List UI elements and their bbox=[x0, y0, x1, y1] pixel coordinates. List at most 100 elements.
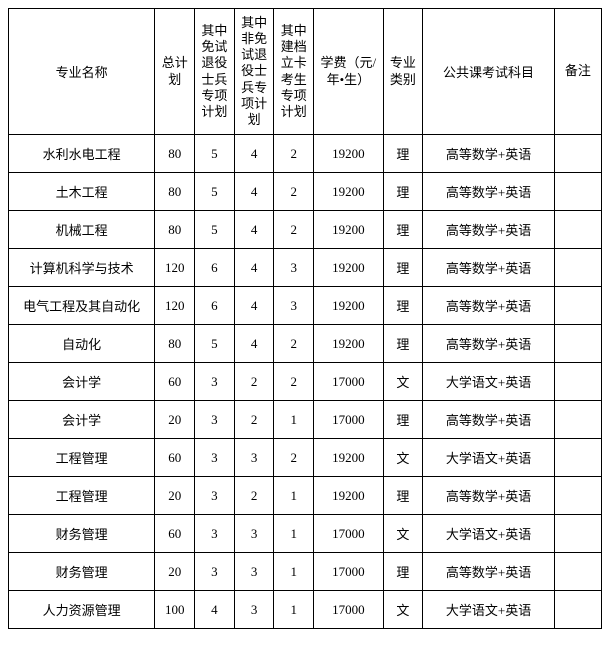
cell-sp1: 3 bbox=[195, 553, 235, 591]
cell-fee: 19200 bbox=[314, 477, 383, 515]
cell-note bbox=[554, 287, 601, 325]
cell-total: 80 bbox=[155, 211, 195, 249]
cell-major: 会计学 bbox=[9, 363, 155, 401]
cell-exam: 大学语文+英语 bbox=[423, 591, 555, 629]
cell-major: 电气工程及其自动化 bbox=[9, 287, 155, 325]
cell-cat: 理 bbox=[383, 553, 423, 591]
header-label: 学费（元/年•生） bbox=[315, 55, 381, 88]
table-row: 会计学6032217000文大学语文+英语 bbox=[9, 363, 602, 401]
cell-cat: 理 bbox=[383, 287, 423, 325]
cell-fee: 19200 bbox=[314, 173, 383, 211]
cell-sp2: 4 bbox=[234, 173, 274, 211]
cell-fee: 17000 bbox=[314, 591, 383, 629]
cell-sp2: 2 bbox=[234, 477, 274, 515]
cell-sp1: 3 bbox=[195, 515, 235, 553]
cell-note bbox=[554, 211, 601, 249]
cell-fee: 19200 bbox=[314, 439, 383, 477]
cell-sp2: 3 bbox=[234, 553, 274, 591]
cell-sp3: 2 bbox=[274, 363, 314, 401]
cell-major: 工程管理 bbox=[9, 477, 155, 515]
col-header-note: 备注 bbox=[554, 9, 601, 135]
table-header: 专业名称 总计划 其中免试退役士兵专项计划 其中非免试退役士兵专项计划 其中建档… bbox=[9, 9, 602, 135]
cell-fee: 17000 bbox=[314, 553, 383, 591]
cell-major: 土木工程 bbox=[9, 173, 155, 211]
cell-cat: 理 bbox=[383, 173, 423, 211]
cell-sp1: 3 bbox=[195, 439, 235, 477]
cell-sp3: 1 bbox=[274, 515, 314, 553]
cell-sp3: 1 bbox=[274, 477, 314, 515]
cell-sp3: 3 bbox=[274, 287, 314, 325]
cell-major: 自动化 bbox=[9, 325, 155, 363]
cell-major: 人力资源管理 bbox=[9, 591, 155, 629]
table-row: 自动化8054219200理高等数学+英语 bbox=[9, 325, 602, 363]
cell-sp2: 4 bbox=[234, 249, 274, 287]
cell-total: 80 bbox=[155, 325, 195, 363]
cell-sp2: 3 bbox=[234, 591, 274, 629]
cell-major: 水利水电工程 bbox=[9, 135, 155, 173]
table-row: 电气工程及其自动化12064319200理高等数学+英语 bbox=[9, 287, 602, 325]
cell-sp3: 3 bbox=[274, 249, 314, 287]
cell-total: 100 bbox=[155, 591, 195, 629]
col-header-sp2: 其中非免试退役士兵专项计划 bbox=[234, 9, 274, 135]
cell-note bbox=[554, 515, 601, 553]
cell-sp1: 4 bbox=[195, 591, 235, 629]
cell-cat: 理 bbox=[383, 401, 423, 439]
cell-sp2: 2 bbox=[234, 401, 274, 439]
cell-note bbox=[554, 591, 601, 629]
cell-exam: 高等数学+英语 bbox=[423, 249, 555, 287]
cell-sp2: 3 bbox=[234, 515, 274, 553]
cell-cat: 文 bbox=[383, 515, 423, 553]
cell-sp3: 1 bbox=[274, 553, 314, 591]
cell-note bbox=[554, 477, 601, 515]
cell-note bbox=[554, 325, 601, 363]
cell-note bbox=[554, 553, 601, 591]
cell-sp1: 6 bbox=[195, 287, 235, 325]
table-row: 人力资源管理10043117000文大学语文+英语 bbox=[9, 591, 602, 629]
cell-exam: 高等数学+英语 bbox=[423, 287, 555, 325]
cell-major: 计算机科学与技术 bbox=[9, 249, 155, 287]
cell-major: 会计学 bbox=[9, 401, 155, 439]
table-row: 土木工程8054219200理高等数学+英语 bbox=[9, 173, 602, 211]
cell-exam: 高等数学+英语 bbox=[423, 477, 555, 515]
cell-major: 机械工程 bbox=[9, 211, 155, 249]
cell-exam: 高等数学+英语 bbox=[423, 173, 555, 211]
cell-sp1: 5 bbox=[195, 173, 235, 211]
cell-fee: 17000 bbox=[314, 401, 383, 439]
cell-sp3: 1 bbox=[274, 401, 314, 439]
cell-fee: 17000 bbox=[314, 363, 383, 401]
cell-exam: 高等数学+英语 bbox=[423, 135, 555, 173]
cell-sp3: 2 bbox=[274, 325, 314, 363]
cell-note bbox=[554, 439, 601, 477]
enrollment-table: 专业名称 总计划 其中免试退役士兵专项计划 其中非免试退役士兵专项计划 其中建档… bbox=[8, 8, 602, 629]
header-label: 备注 bbox=[565, 63, 591, 79]
header-label: 专业类别 bbox=[385, 55, 422, 88]
header-label: 其中免试退役士兵专项计划 bbox=[196, 23, 233, 121]
cell-fee: 19200 bbox=[314, 211, 383, 249]
cell-exam: 大学语文+英语 bbox=[423, 363, 555, 401]
table-row: 财务管理6033117000文大学语文+英语 bbox=[9, 515, 602, 553]
cell-total: 60 bbox=[155, 439, 195, 477]
table-row: 工程管理6033219200文大学语文+英语 bbox=[9, 439, 602, 477]
cell-fee: 19200 bbox=[314, 249, 383, 287]
cell-sp2: 2 bbox=[234, 363, 274, 401]
cell-sp3: 1 bbox=[274, 591, 314, 629]
cell-major: 工程管理 bbox=[9, 439, 155, 477]
header-label: 其中建档立卡考生专项计划 bbox=[275, 23, 312, 121]
cell-sp3: 2 bbox=[274, 439, 314, 477]
cell-exam: 大学语文+英语 bbox=[423, 515, 555, 553]
cell-fee: 17000 bbox=[314, 515, 383, 553]
col-header-sp1: 其中免试退役士兵专项计划 bbox=[195, 9, 235, 135]
cell-sp2: 4 bbox=[234, 325, 274, 363]
col-header-total: 总计划 bbox=[155, 9, 195, 135]
cell-sp2: 4 bbox=[234, 211, 274, 249]
cell-total: 20 bbox=[155, 401, 195, 439]
col-header-cat: 专业类别 bbox=[383, 9, 423, 135]
cell-total: 120 bbox=[155, 287, 195, 325]
cell-sp3: 2 bbox=[274, 211, 314, 249]
header-label: 其中非免试退役士兵专项计划 bbox=[236, 15, 273, 129]
cell-sp1: 5 bbox=[195, 325, 235, 363]
cell-fee: 19200 bbox=[314, 135, 383, 173]
cell-cat: 理 bbox=[383, 135, 423, 173]
cell-note bbox=[554, 249, 601, 287]
cell-fee: 19200 bbox=[314, 325, 383, 363]
